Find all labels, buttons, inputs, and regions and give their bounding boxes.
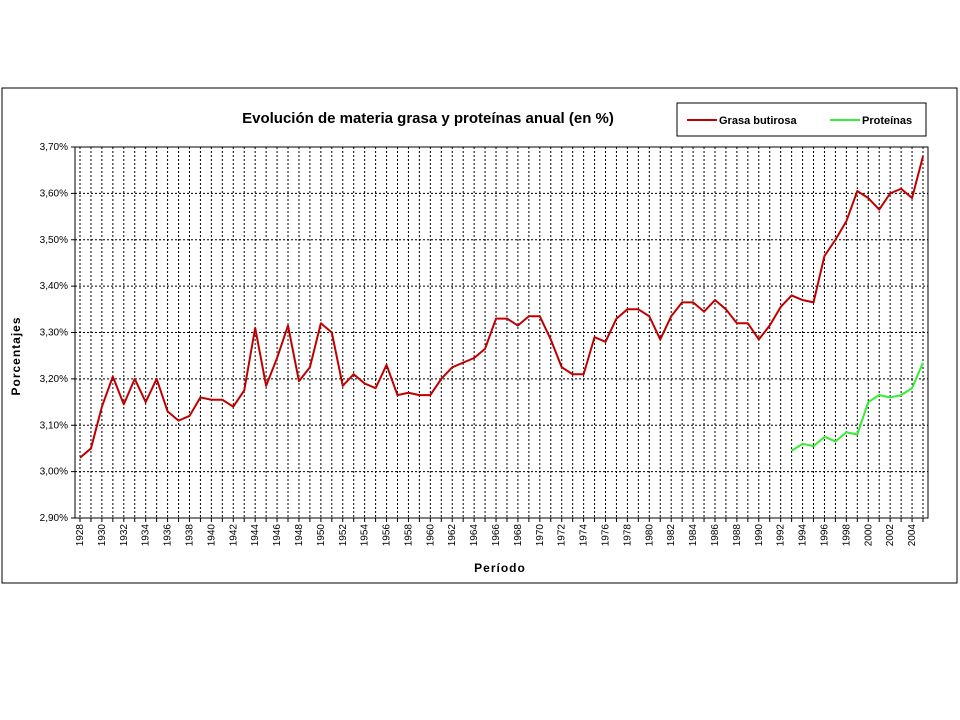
x-tick-label: 1990 xyxy=(754,524,765,547)
y-tick-label: 3,50% xyxy=(40,235,68,246)
x-tick-label: 1984 xyxy=(688,524,699,547)
legend-box xyxy=(676,102,927,137)
x-tick-label: 1930 xyxy=(97,524,108,547)
x-tick-label: 2004 xyxy=(907,524,918,547)
x-tick-label: 1958 xyxy=(403,524,414,547)
x-tick-label: 1976 xyxy=(601,524,612,547)
x-axis-title: Período xyxy=(474,561,526,575)
y-tick-label: 3,10% xyxy=(40,420,68,431)
y-tick-label: 3,30% xyxy=(40,328,68,339)
legend-label: Proteínas xyxy=(862,115,912,127)
x-tick-label: 1964 xyxy=(469,524,480,547)
x-tick-label: 1934 xyxy=(141,524,152,547)
x-tick-label: 1932 xyxy=(119,524,130,547)
y-tick-label: 2,90% xyxy=(40,513,68,524)
x-tick-label: 1942 xyxy=(228,524,239,547)
x-tick-label: 1968 xyxy=(513,524,524,547)
x-tick-label: 1954 xyxy=(360,524,371,547)
x-tick-label: 1938 xyxy=(184,524,195,547)
x-tick-label: 2000 xyxy=(863,524,874,547)
x-tick-label: 1980 xyxy=(644,524,655,547)
y-tick-label: 3,00% xyxy=(40,467,68,478)
x-tick-label: 1936 xyxy=(163,524,174,547)
x-tick-label: 1956 xyxy=(382,524,393,547)
chart-title: Evolución de materia grasa y proteínas a… xyxy=(242,110,614,127)
x-tick-label: 1946 xyxy=(272,524,283,547)
x-tick-label: 1994 xyxy=(798,524,809,547)
x-tick-label: 1978 xyxy=(622,524,633,547)
plot-area xyxy=(75,147,928,518)
x-tick-label: 1986 xyxy=(710,524,721,547)
x-tick-label: 1992 xyxy=(776,524,787,547)
legend-label: Grasa butirosa xyxy=(719,115,798,127)
x-tick-label: 1988 xyxy=(732,524,743,547)
plot-border xyxy=(74,146,929,519)
x-tick-label: 1966 xyxy=(491,524,502,547)
x-tick-label: 1940 xyxy=(206,524,217,547)
x-tick-label: 1998 xyxy=(841,524,852,547)
x-tick-label: 1996 xyxy=(819,524,830,547)
series-line xyxy=(79,156,924,459)
x-tick-label: 1928 xyxy=(75,524,86,547)
x-tick-label: 1962 xyxy=(447,524,458,547)
x-tick-label: 1948 xyxy=(294,524,305,547)
y-tick-label: 3,60% xyxy=(40,188,68,199)
x-tick-label: 1970 xyxy=(535,524,546,547)
x-tick-label: 1974 xyxy=(579,524,590,547)
x-tick-label: 1960 xyxy=(425,524,436,547)
x-tick-label: 1950 xyxy=(316,524,327,547)
y-axis-title: Porcentajes xyxy=(9,316,23,395)
y-tick-label: 3,20% xyxy=(40,374,68,385)
series-line xyxy=(791,362,924,452)
x-tick-label: 2002 xyxy=(885,524,896,547)
x-tick-label: 1982 xyxy=(666,524,677,547)
x-tick-label: 1972 xyxy=(557,524,568,547)
x-tick-label: 1952 xyxy=(338,524,349,547)
y-tick-label: 3,70% xyxy=(40,142,68,153)
y-tick-label: 3,40% xyxy=(40,281,68,292)
x-tick-label: 1944 xyxy=(250,524,261,547)
